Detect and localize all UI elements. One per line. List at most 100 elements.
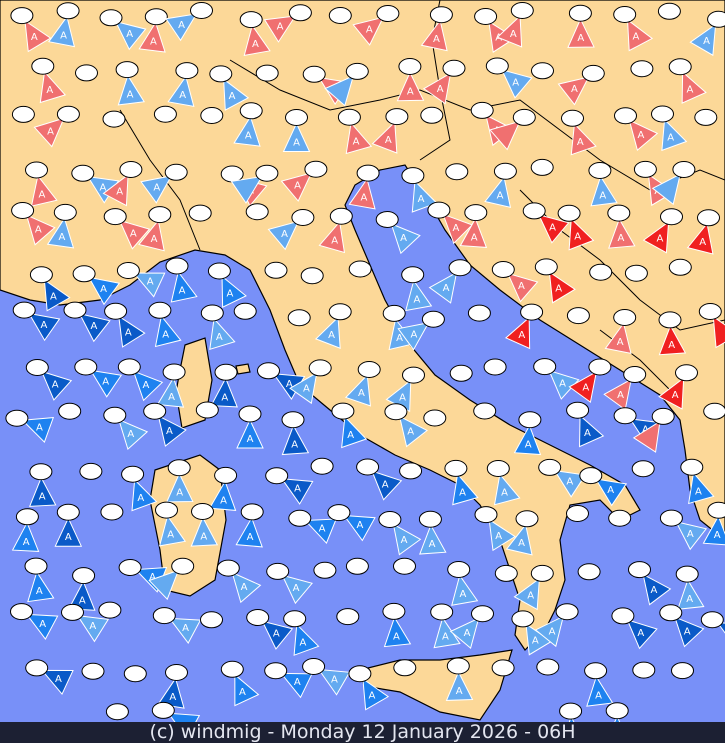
station-ellipse-icon [491, 659, 515, 677]
pennant-letter: A [50, 291, 57, 302]
station-ellipse-icon [31, 57, 55, 75]
pennant-letter: A [126, 29, 133, 40]
station-marker: A [233, 102, 263, 147]
station-marker: A [31, 57, 67, 104]
station-marker: A [280, 160, 328, 202]
station-ellipse-icon [75, 64, 98, 82]
pennant-letter: A [411, 329, 418, 340]
station-marker: A [10, 7, 52, 53]
station-ellipse-icon [675, 565, 699, 583]
wind-pennant-icon: A [267, 220, 300, 251]
station-marker: A [264, 662, 313, 699]
pennant-letter: A [442, 632, 449, 643]
station-ellipse-icon [393, 557, 416, 575]
station-marker [473, 402, 497, 420]
pennant-letter: A [31, 32, 38, 43]
land-sardinia [149, 454, 227, 597]
wind-pennant-icon: A [190, 516, 219, 547]
wind-pennant-icon: A [345, 121, 373, 155]
pennant-letter: A [153, 182, 160, 193]
station-marker: A [68, 567, 96, 611]
station-ellipse-icon [328, 303, 352, 321]
station-ellipse-icon [345, 62, 369, 80]
station-marker: A [348, 164, 380, 210]
wind-pennant-icon: A [658, 324, 687, 356]
station-ellipse-icon [520, 303, 544, 321]
wind-pennant-icon: A [138, 21, 166, 53]
wind-pennant-icon: A [28, 476, 57, 507]
station-ellipse-icon [233, 302, 257, 320]
station-marker [449, 364, 473, 382]
station-marker: A [513, 411, 542, 456]
station-marker [195, 401, 219, 419]
station-ellipse-icon [630, 60, 654, 78]
wind-pennant-icon: A [658, 377, 685, 410]
station-marker [348, 260, 372, 278]
wind-pennant-icon: A [371, 121, 398, 154]
pennant-letter: A [699, 237, 706, 248]
station-ellipse-icon [310, 457, 334, 475]
station-ellipse-icon [304, 160, 328, 178]
station-ellipse-icon [103, 208, 127, 226]
pennant-letter: A [656, 234, 663, 245]
station-marker: A [611, 607, 658, 650]
wind-pennant-icon: A [87, 276, 121, 306]
station-marker [393, 557, 416, 575]
wind-pennant-icon: A [396, 71, 425, 102]
station-ellipse-icon [518, 411, 542, 429]
pennant-letter: A [293, 583, 300, 594]
pennant-letter: A [382, 479, 389, 490]
station-marker: A [47, 2, 80, 48]
wind-pennant-icon: A [118, 219, 151, 250]
pennant-letter: A [46, 85, 53, 96]
wind-markers: A A A A A A A A A A A A A A A A A A A A A A A A A A A A A A A A A A A A A A A A… [5, 2, 725, 743]
station-ellipse-icon [470, 101, 494, 119]
station-marker: A [474, 506, 516, 552]
wind-pennant-icon [651, 173, 681, 206]
wind-pennant-icon: A [118, 315, 146, 348]
pennant-letter: A [672, 390, 679, 401]
pennant-letter: A [293, 138, 300, 149]
station-ellipse-icon [155, 501, 178, 519]
station-marker: A [659, 604, 705, 648]
station-marker: A [680, 458, 715, 505]
station-marker: A [99, 9, 147, 51]
station-marker: A [397, 310, 445, 351]
station-ellipse-icon [555, 603, 579, 621]
pennant-letter: A [23, 537, 30, 548]
wind-pennant-icon: A [677, 578, 705, 610]
station-ellipse-icon [399, 462, 423, 480]
credit-footer: (c) windmig - Monday 12 January 2026 - 0… [0, 722, 725, 743]
station-marker: A [522, 202, 570, 244]
wind-pennant-icon: A [570, 122, 597, 156]
wind-pennant-icon: A [102, 173, 129, 207]
station-ellipse-icon [533, 358, 557, 376]
station-marker: A [566, 401, 605, 448]
pennant-letter: A [273, 629, 280, 640]
station-ellipse-icon [697, 209, 720, 227]
station-marker: A [604, 309, 637, 354]
station-marker: A [348, 665, 390, 711]
pennant-letter: A [169, 692, 176, 703]
pennant-letter: A [147, 277, 154, 288]
pennant-letter: A [319, 523, 326, 534]
station-ellipse-icon [474, 8, 498, 25]
wind-pennant-icon: A [557, 76, 590, 106]
wind-pennant-icon: A [168, 617, 202, 644]
station-ellipse-icon [265, 467, 289, 485]
station-ellipse-icon [144, 8, 168, 26]
wind-pennant-icon: A [422, 72, 452, 105]
pennant-letter: A [328, 330, 335, 341]
station-ellipse-icon [522, 202, 546, 220]
wind-pennant-icon: A [548, 271, 576, 304]
pennant-letter: A [291, 440, 298, 451]
station-ellipse-icon [81, 662, 105, 680]
station-marker: A [534, 258, 576, 304]
station-ellipse-icon [15, 508, 39, 526]
station-ellipse-icon [245, 203, 269, 221]
station-marker: A [104, 302, 146, 348]
wind-pennant-icon: A [689, 23, 717, 57]
station-ellipse-icon [607, 204, 631, 222]
station-marker [324, 62, 369, 107]
